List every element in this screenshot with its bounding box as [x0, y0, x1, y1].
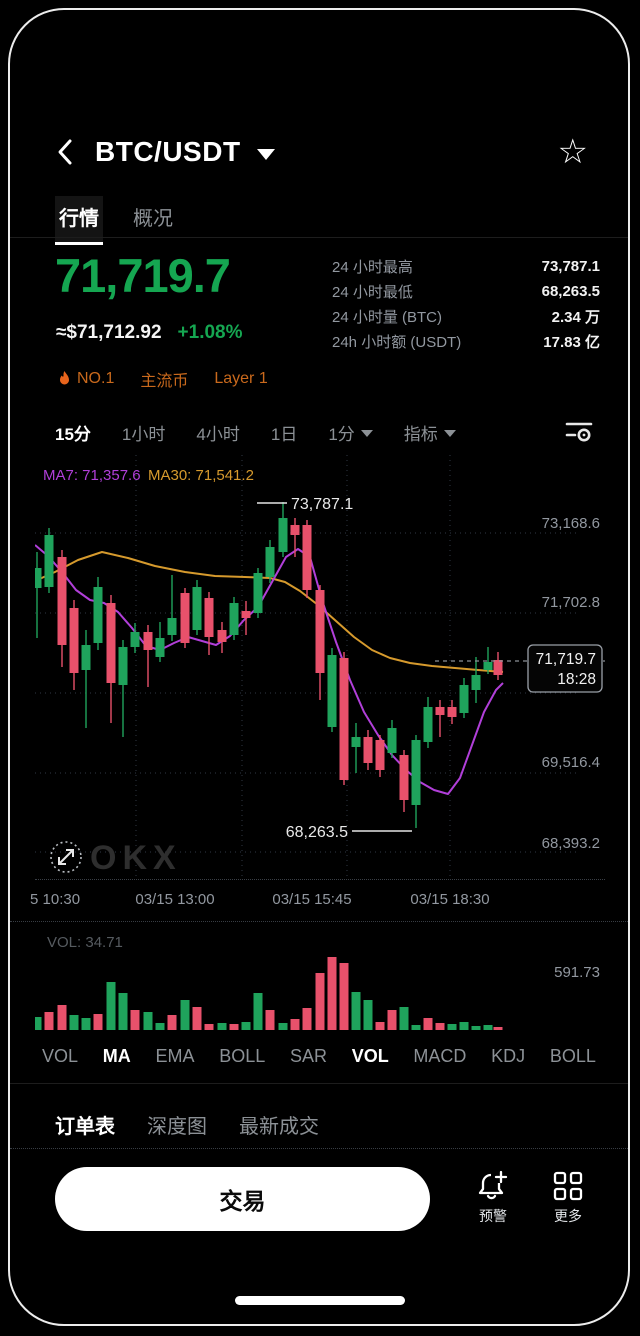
market-tab-0[interactable]: 行情: [55, 196, 103, 245]
header: BTC/USDT ☆: [55, 132, 588, 172]
more-tool[interactable]: 更多: [538, 1170, 598, 1226]
chart-settings-button[interactable]: [565, 418, 593, 447]
x-axis-label-0: 5 10:30: [30, 891, 81, 908]
back-button[interactable]: [55, 137, 81, 167]
stat-row-3: 24h 小时额 (USDT) 17.83 亿: [332, 329, 600, 354]
phone-frame: BTC/USDT ☆ 行情 概况 71,719.7 ≈$71,712.92 +1.…: [8, 8, 630, 1326]
indicator-tab-7-KDJ[interactable]: KDJ: [491, 1046, 526, 1066]
x-axis-label-1: 03/15 13:00: [135, 891, 215, 908]
indicator-tab-8-BOLL[interactable]: BOLL: [549, 1046, 596, 1066]
stat-row-2: 24 小时量 (BTC) 2.34 万: [332, 304, 600, 329]
volume-panel[interactable]: VOL: 34.71 591.73: [32, 925, 605, 1037]
bell-plus-icon: [478, 1170, 508, 1200]
stat-value: 2.34 万: [551, 309, 600, 326]
stat-row-1: 24 小时最低 68,263.5: [332, 279, 600, 304]
svg-text:71,702.8: 71,702.8: [542, 594, 600, 611]
more-label: 更多: [554, 1208, 582, 1224]
favorite-star-icon[interactable]: ☆: [557, 133, 588, 171]
stat-label: 24 小时最低: [332, 284, 413, 301]
badge-label: Layer 1: [214, 370, 268, 387]
token-badges: NO.1 主流币 Layer 1: [58, 367, 268, 391]
okx-watermark: OKX: [90, 839, 182, 877]
back-chevron-icon: [58, 139, 72, 165]
indicator-tab-2-EMA[interactable]: EMA: [155, 1046, 195, 1066]
candlestick-chart[interactable]: OKX MA7: 71,357.6 MA30: 71,541.2 73,787.1 68…: [32, 455, 605, 880]
token-badge-1: 主流币: [140, 367, 188, 391]
alert-tool[interactable]: 预警: [463, 1170, 523, 1226]
last-price: 71,719.7: [55, 249, 231, 302]
svg-text:MA30: 71,541.2: MA30: 71,541.2: [148, 467, 254, 484]
order-tab-1[interactable]: 深度图: [147, 1116, 207, 1138]
token-badge-0: NO.1: [58, 370, 114, 388]
interval-bar: 15分 1小时 4小时 1日 1分 指标: [55, 415, 593, 449]
stat-value: 73,787.1: [541, 258, 600, 275]
market-tab-1[interactable]: 概况: [133, 208, 173, 230]
badge-label: 主流币: [140, 373, 189, 390]
svg-text:71,719.7: 71,719.7: [536, 651, 596, 668]
indicator-tab-5-VOL[interactable]: VOL: [351, 1046, 389, 1066]
pair-title[interactable]: BTC/USDT: [95, 136, 241, 167]
svg-text:VOL: 34.71: VOL: 34.71: [47, 934, 123, 951]
market-tabs: 行情 概况: [55, 196, 177, 245]
stats-panel: 24 小时最高 73,787.1 24 小时最低 68,263.5 24 小时量 (BT…: [332, 254, 600, 354]
svg-text:73,787.1: 73,787.1: [291, 496, 353, 513]
section-divider: [10, 1083, 628, 1084]
indicator-tab-3-BOLL[interactable]: BOLL: [219, 1046, 266, 1066]
flame-icon: [60, 370, 69, 384]
volume-chart[interactable]: VOL: 34.71 591.73: [32, 925, 605, 1037]
stat-label: 24 小时量 (BTC): [332, 309, 443, 326]
svg-text:68,263.5: 68,263.5: [286, 824, 348, 841]
x-axis-label-2: 03/15 15:45: [272, 891, 352, 908]
stat-value: 68,263.5: [541, 283, 600, 300]
token-badge-2: Layer 1: [214, 370, 267, 388]
interval-15分[interactable]: 15分: [55, 424, 91, 444]
svg-text:18:28: 18:28: [557, 671, 596, 688]
svg-text:68,393.2: 68,393.2: [542, 835, 600, 852]
x-axis-labels: 5 10:30 03/15 13:00 03/15 15:45 03/15 18:30: [10, 891, 628, 913]
order-tabs: 订单表 深度图 最新成交: [55, 1104, 319, 1153]
order-tabs-divider: [10, 1148, 628, 1149]
order-tab-0[interactable]: 订单表: [55, 1116, 115, 1138]
pair-dropdown-caret-icon[interactable]: [256, 148, 275, 160]
indicator-tab-4-SAR[interactable]: SAR: [289, 1046, 327, 1066]
chart-settings-icon: [565, 422, 593, 441]
x-axis-label-3: 03/15 18:30: [410, 891, 490, 908]
price-change: +1.08%: [177, 322, 243, 343]
interval-1分[interactable]: 1分: [328, 420, 373, 445]
order-tab-2[interactable]: 最新成交: [239, 1116, 319, 1138]
svg-text:591.73: 591.73: [554, 964, 600, 981]
fiat-price: ≈$71,712.92: [56, 322, 162, 343]
badge-label: NO.1: [77, 370, 115, 387]
stat-value: 17.83 亿: [543, 334, 600, 351]
caret-down-icon: [443, 429, 456, 437]
trade-button[interactable]: 交易: [55, 1167, 430, 1231]
indicator-tab-6-MACD[interactable]: MACD: [413, 1046, 467, 1066]
price-subrow: ≈$71,712.92 +1.08%: [56, 322, 243, 344]
indicator-tab-0-VOL[interactable]: VOL: [42, 1046, 79, 1066]
stat-label: 24 小时最高: [332, 259, 413, 276]
svg-text:MA7: 71,357.6: MA7: 71,357.6: [43, 467, 141, 484]
indicator-tab-1-MA[interactable]: MA: [102, 1046, 131, 1066]
caret-down-icon: [360, 429, 373, 437]
interval-1日[interactable]: 1日: [270, 424, 298, 444]
alert-label: 预警: [479, 1208, 507, 1224]
stat-label: 24h 小时额 (USDT): [332, 334, 462, 351]
interval-4小时[interactable]: 4小时: [196, 424, 240, 444]
interval-1小时[interactable]: 1小时: [121, 424, 166, 444]
header-divider: [10, 237, 628, 238]
home-indicator: [235, 1296, 405, 1305]
grid-more-icon: [553, 1171, 583, 1201]
price-chart[interactable]: OKX MA7: 71,357.6 MA30: 71,541.2 73,787.1 68…: [32, 455, 605, 880]
stat-row-0: 24 小时最高 73,787.1: [332, 254, 600, 279]
svg-text:73,168.6: 73,168.6: [542, 515, 600, 532]
chart-divider: [10, 921, 628, 922]
interval-指标[interactable]: 指标: [404, 420, 456, 445]
indicator-tabs: VOL MA EMA BOLL SAR VOL MACD KDJ BOLL: [40, 1042, 598, 1071]
svg-text:69,516.4: 69,516.4: [542, 754, 600, 771]
